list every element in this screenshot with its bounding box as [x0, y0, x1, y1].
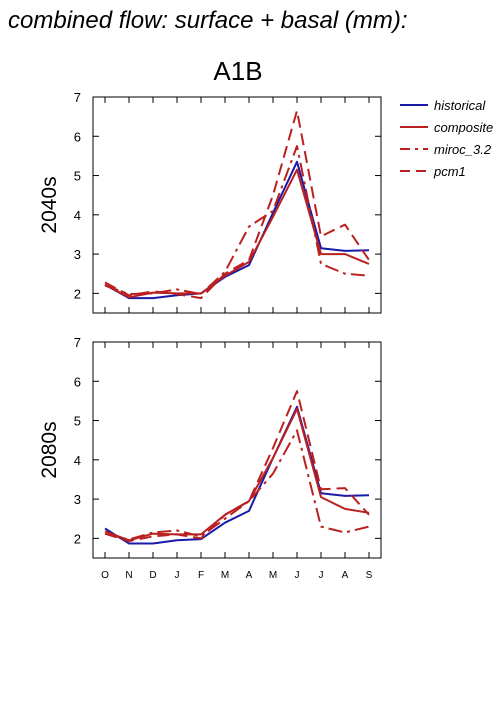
- legend-label: miroc_3.2: [434, 142, 492, 157]
- y-tick-label: 2: [74, 531, 81, 546]
- series-line-pcm1: [104, 109, 370, 300]
- plot-frame: [92, 96, 382, 314]
- x-tick-label: S: [366, 570, 373, 581]
- y-tick-label: 7: [74, 335, 81, 350]
- series-line-pcm1: [104, 390, 370, 543]
- x-tick-label: J: [295, 570, 300, 581]
- plot-frame: [92, 341, 382, 559]
- legend-label: pcm1: [433, 164, 466, 179]
- panel-2080s: 2 3 4 5 6 7 O N D J F M A M J J A S 2080s: [38, 335, 382, 581]
- x-tick-label: A: [246, 570, 253, 581]
- y-tick-label: 4: [74, 453, 81, 468]
- x-tick-label: M: [221, 570, 229, 581]
- legend-item: pcm1: [400, 164, 466, 179]
- x-tick-label: D: [149, 570, 156, 581]
- x-tick-label: J: [319, 570, 324, 581]
- y-tick-label: 3: [74, 492, 81, 507]
- y-tick-label: 7: [74, 90, 81, 105]
- legend-label: historical: [434, 98, 486, 113]
- row-label: 2040s: [38, 176, 61, 233]
- legend: historical composite miroc_3.2 pcm1: [400, 98, 493, 179]
- y-tick-label: 3: [74, 247, 81, 262]
- y-tick-label: 6: [74, 374, 81, 389]
- y-tick-label: 6: [74, 129, 81, 144]
- panels: 2 3 4 5 6 7 2040s 2 3 4 5 6 7 O N D J F M A M J J A S 2080s: [38, 90, 382, 581]
- figure-title: combined flow: surface + basal (mm):: [8, 7, 407, 34]
- legend-item: miroc_3.2: [400, 142, 492, 157]
- y-tick-label: 5: [74, 169, 81, 184]
- x-tick-label: O: [101, 570, 109, 581]
- series-line-miroc_3.2: [104, 145, 370, 296]
- y-tick-label: 2: [74, 286, 81, 301]
- series-line-composite: [104, 168, 370, 299]
- x-tick-label: F: [198, 570, 204, 581]
- panel-2040s: 2 3 4 5 6 7 2040s: [38, 90, 382, 314]
- x-tick-label: M: [269, 570, 277, 581]
- scenario-title: A1B: [213, 56, 262, 86]
- x-tick-label: A: [342, 570, 349, 581]
- legend-item: historical: [400, 98, 486, 113]
- row-label: 2080s: [38, 421, 61, 478]
- series-line-historical: [104, 160, 370, 300]
- legend-item: composite: [400, 120, 493, 135]
- legend-label: composite: [434, 120, 493, 135]
- series-line-miroc_3.2: [104, 429, 370, 541]
- x-tick-label: J: [175, 570, 180, 581]
- y-tick-label: 5: [74, 414, 81, 429]
- x-tick-label: N: [125, 570, 132, 581]
- y-tick-label: 4: [74, 208, 81, 223]
- series-line-historical: [104, 405, 370, 545]
- series-line-composite: [104, 407, 370, 542]
